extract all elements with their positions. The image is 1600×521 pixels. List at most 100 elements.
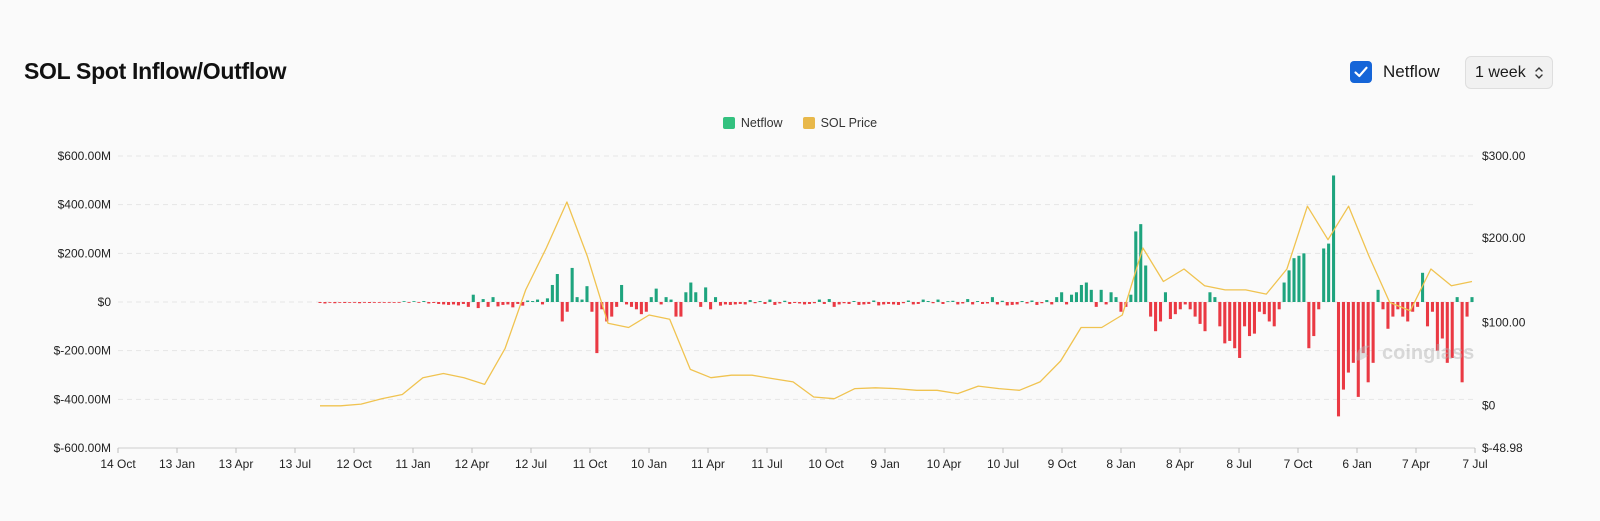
netflow-bar: [328, 302, 332, 303]
netflow-bar: [605, 302, 609, 322]
x-tick-label: 13 Jan: [159, 457, 195, 471]
netflow-bar: [1079, 284, 1083, 302]
netflow-bar: [437, 302, 441, 304]
netflow-bar: [1119, 302, 1123, 312]
netflow-bar: [793, 302, 797, 303]
netflow-bar: [1045, 300, 1049, 302]
netflow-bar: [392, 302, 396, 303]
y-right-tick-label: $0: [1482, 399, 1496, 413]
legend-item-netflow[interactable]: Netflow: [722, 116, 783, 130]
netflow-bar: [1391, 302, 1395, 317]
x-tick-label: 11 Jul: [751, 457, 782, 471]
netflow-bar: [857, 302, 861, 305]
netflow-bar: [1183, 302, 1187, 305]
netflow-bar: [610, 302, 614, 317]
netflow-bar: [718, 302, 723, 306]
netflow-bar: [476, 302, 480, 309]
netflow-bar: [951, 300, 955, 302]
netflow-bar: [758, 301, 762, 302]
coinglass-logo-icon: [1356, 345, 1370, 361]
netflow-bar: [1050, 302, 1054, 305]
netflow-bar: [343, 302, 347, 303]
netflow-bar: [432, 302, 436, 303]
legend-item-sol-price[interactable]: SOL Price: [802, 116, 877, 130]
netflow-toggle[interactable]: Netflow: [1350, 61, 1440, 83]
netflow-bar: [348, 302, 352, 303]
netflow-bar: [565, 302, 569, 312]
netflow-bar: [1465, 302, 1469, 317]
netflow-bar: [1317, 302, 1321, 310]
netflow-bar: [526, 300, 530, 302]
netflow-bar: [1005, 302, 1009, 306]
netflow-bar: [773, 302, 777, 305]
x-tick-label: 7 Apr: [1402, 457, 1430, 471]
netflow-bar: [1198, 302, 1202, 324]
netflow-bar: [1228, 302, 1232, 341]
period-select[interactable]: 1 week: [1465, 56, 1553, 89]
netflow-bar: [511, 302, 515, 308]
x-tick-label: 8 Jul: [1226, 457, 1251, 471]
netflow-bar: [728, 302, 732, 305]
netflow-bar: [669, 299, 673, 302]
netflow-bar: [1341, 302, 1345, 390]
netflow-bar: [1158, 302, 1163, 322]
netflow-bar: [946, 301, 950, 302]
netflow-bar: [990, 297, 994, 302]
netflow-bar: [842, 302, 846, 304]
netflow-bar: [639, 302, 643, 315]
netflow-bar: [1025, 302, 1029, 304]
legend-swatch-sol-price: [802, 117, 815, 129]
netflow-bar: [654, 288, 658, 302]
x-tick-label: 12 Apr: [455, 457, 490, 471]
x-tick-label: 11 Jan: [395, 457, 430, 471]
netflow-bar: [451, 302, 456, 305]
netflow-bar: [778, 302, 782, 304]
netflow-bar: [1470, 297, 1474, 302]
x-tick-label: 12 Oct: [336, 457, 372, 471]
netflow-bar: [941, 302, 945, 304]
netflow-bar: [1099, 289, 1103, 302]
x-tick-label: 14 Oct: [100, 457, 136, 471]
netflow-bar: [1302, 253, 1306, 302]
netflow-bar: [560, 302, 564, 322]
netflow-bar: [911, 302, 915, 305]
netflow-bar: [995, 302, 999, 305]
netflow-bar: [1257, 302, 1261, 312]
netflow-bar: [318, 302, 322, 303]
y-left-tick-label: $-400.00M: [54, 392, 111, 406]
netflow-bar: [1104, 302, 1108, 305]
netflow-bar: [1307, 302, 1311, 349]
netflow-bar: [1460, 302, 1464, 383]
netflow-bar: [620, 284, 624, 302]
netflow-bar: [1010, 302, 1014, 305]
netflow-bar: [486, 302, 490, 307]
netflow-bar: [763, 302, 767, 304]
netflow-bar: [412, 301, 416, 302]
y-left-tick-label: $0: [98, 295, 112, 309]
netflow-bar: [1055, 297, 1059, 302]
netflow-bar: [1361, 302, 1365, 354]
netflow-bar: [659, 302, 663, 305]
netflow-bar: [456, 302, 460, 306]
legend-label-netflow: Netflow: [740, 116, 783, 130]
netflow-bar: [689, 282, 693, 302]
netflow-bar: [506, 302, 510, 305]
netflow-bar: [694, 292, 698, 302]
netflow-bar: [862, 302, 866, 305]
netflow-checkbox[interactable]: [1350, 61, 1372, 83]
netflow-bar: [570, 267, 574, 302]
netflow-bar: [417, 302, 421, 303]
netflow-bar: [674, 302, 678, 317]
netflow-bar: [882, 302, 886, 305]
netflow-bar: [333, 302, 337, 304]
netflow-bar: [852, 301, 856, 302]
netflow-bar: [323, 302, 327, 304]
netflow-bar: [1020, 301, 1024, 302]
netflow-bar: [338, 302, 342, 303]
netflow-bar: [1267, 302, 1271, 322]
netflow-bar: [372, 302, 376, 303]
netflow-bar: [545, 298, 549, 302]
netflow-bar: [901, 302, 905, 304]
netflow-bar: [1287, 270, 1291, 302]
netflow-bar: [377, 302, 381, 303]
